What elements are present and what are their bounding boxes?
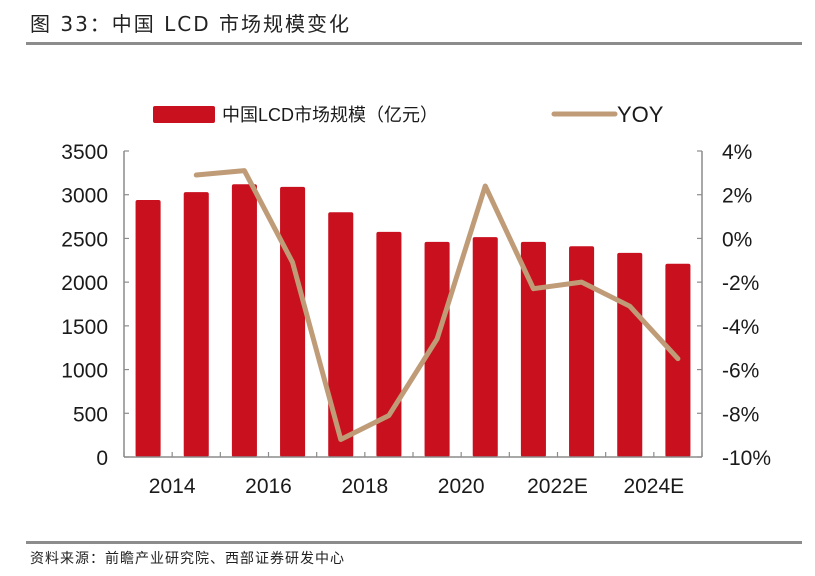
- title-rule: [26, 42, 802, 45]
- x-tick-label: 2022E: [527, 475, 588, 498]
- left-tick-label: 500: [73, 403, 108, 426]
- bar-2022E: [520, 241, 546, 457]
- bar-2015: [183, 192, 209, 457]
- bar-2014: [135, 199, 161, 457]
- left-tick-label: 3000: [61, 185, 108, 208]
- right-tick-label: 4%: [722, 141, 752, 164]
- axes: [123, 150, 703, 458]
- left-tick-label: 1000: [61, 360, 108, 383]
- left-tick-label: 3500: [61, 141, 108, 164]
- bar-2017: [280, 186, 306, 458]
- bar-2018: [328, 212, 354, 457]
- right-tick-label: 0%: [722, 228, 752, 251]
- legend-bar-swatch: [153, 106, 215, 123]
- left-tick-label: 2500: [61, 228, 108, 251]
- yoy-series: [193, 168, 681, 443]
- right-tick-label: -8%: [722, 403, 759, 426]
- right-tick-label: -10%: [722, 447, 771, 470]
- right-tick-label: -4%: [722, 316, 759, 339]
- bar-series: [135, 184, 691, 458]
- right-tick-label: -2%: [722, 272, 759, 295]
- left-tick-label: 1500: [61, 316, 108, 339]
- axis-labels: 0 500 1000 1500 2000 2500 3000 3500 -10% -8% -6% -4…: [61, 141, 771, 498]
- right-tick-label: -6%: [722, 360, 759, 383]
- source-note: 资料来源：前瞻产业研究院、西部证券研发中心: [30, 551, 345, 567]
- bar-2023E: [569, 246, 595, 457]
- bar-2016: [231, 184, 257, 458]
- x-tick-label: 2020: [438, 475, 485, 498]
- legend-bar-label: 中国LCD市场规模（亿元）: [222, 105, 438, 125]
- right-tick-label: 2%: [722, 185, 752, 208]
- figure-title: 图 33：中国 LCD 市场规模变化: [30, 12, 352, 36]
- source-rule: [26, 541, 802, 544]
- bar-2019: [376, 231, 402, 457]
- x-tick-label: 2018: [341, 475, 388, 498]
- left-tick-label: 2000: [61, 272, 108, 295]
- bar-2020: [424, 241, 450, 457]
- x-tick-label: 2024E: [623, 475, 684, 498]
- bar-2024E: [617, 252, 643, 457]
- x-tick-label: 2014: [149, 475, 196, 498]
- x-tick-label: 2016: [245, 475, 292, 498]
- left-tick-label: 0: [96, 447, 108, 470]
- legend-line-label: YOY: [617, 102, 664, 127]
- bar-2021: [472, 237, 498, 457]
- legend: 中国LCD市场规模（亿元） YOY: [153, 102, 664, 127]
